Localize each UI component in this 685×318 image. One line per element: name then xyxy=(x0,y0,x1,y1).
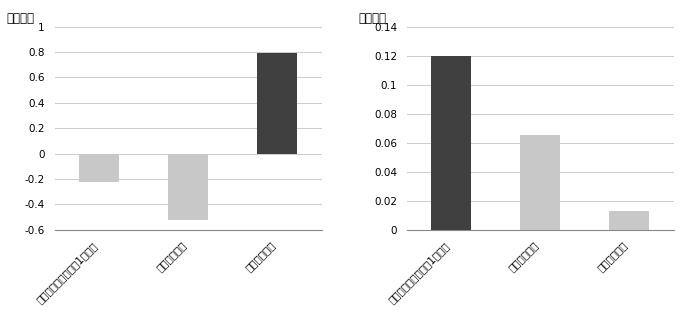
Text: （千円）: （千円） xyxy=(359,11,387,24)
Text: ４回以上実施: ４回以上実施 xyxy=(596,240,630,273)
Bar xyxy=(79,154,119,182)
Text: ４回以上実施: ４回以上実施 xyxy=(244,240,277,273)
Text: ２～３回実施: ２～３回実施 xyxy=(507,240,540,273)
Bar xyxy=(432,56,471,230)
Bar xyxy=(610,211,649,230)
Bar xyxy=(168,154,208,220)
Bar xyxy=(521,135,560,230)
Text: 過去の賃金カット：1回実施: 過去の賃金カット：1回実施 xyxy=(386,240,451,305)
Bar xyxy=(257,53,297,154)
Text: ２～３回実施: ２～３回実施 xyxy=(155,240,188,273)
Text: （千円）: （千円） xyxy=(6,11,34,24)
Text: 過去の賃金カット：1回実施: 過去の賃金カット：1回実施 xyxy=(34,240,99,305)
